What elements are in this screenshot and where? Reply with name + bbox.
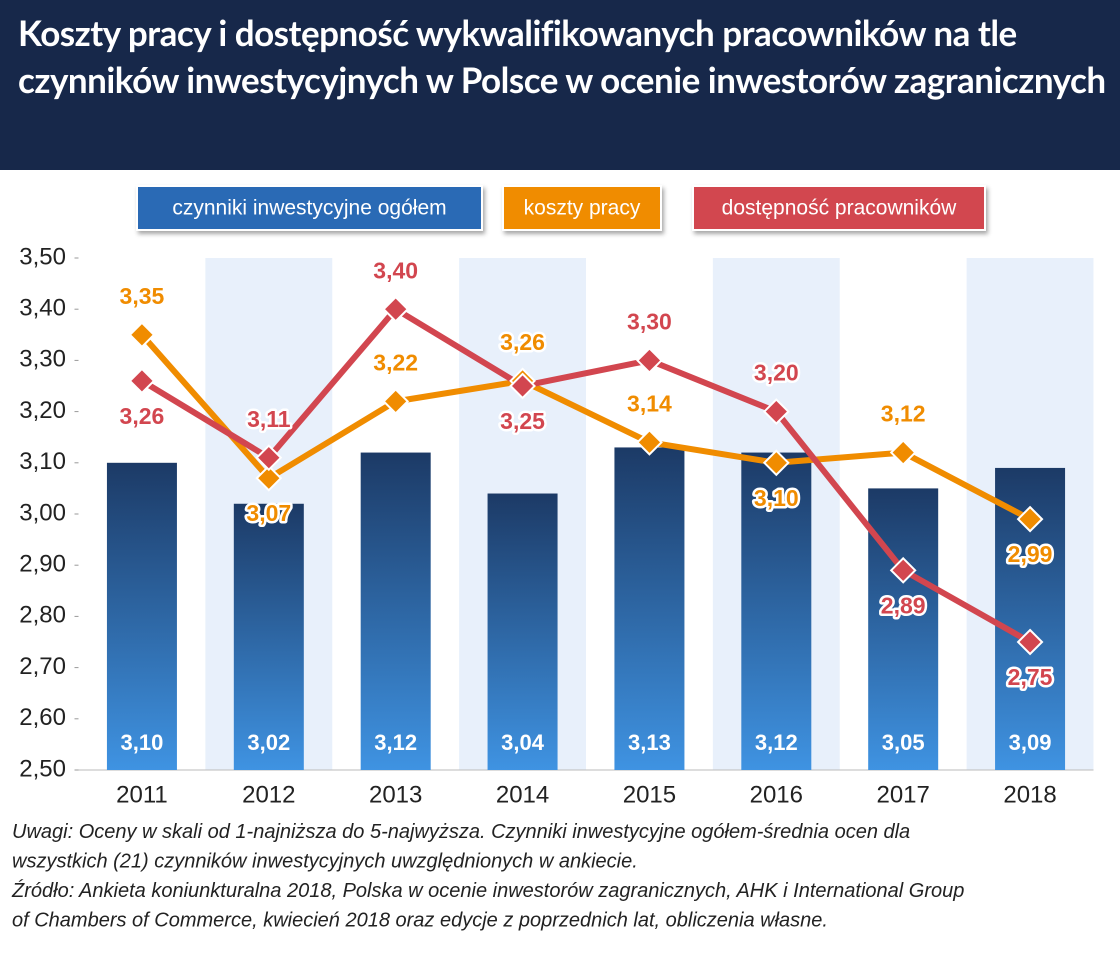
marker (636, 346, 663, 374)
marker (255, 464, 283, 492)
marker (889, 556, 917, 584)
data-label: 3,12 (881, 401, 926, 427)
x-tick-label: 2016 (750, 781, 803, 808)
chart-title: Koszty pracy i dostępność wykwalifikowan… (18, 12, 1106, 101)
bar-label: 3,12 (374, 730, 417, 755)
x-tick-label: 2012 (242, 781, 295, 808)
bar-label: 3,13 (628, 730, 671, 755)
data-label: 3,07 (246, 500, 291, 526)
x-tick-label: 2013 (369, 781, 422, 808)
marker (636, 428, 663, 456)
note: wszystkich (21) czynników inwestycyjnych… (12, 851, 638, 873)
bar (487, 493, 558, 770)
header: Koszty pracy i dostępność wykwalifikowan… (0, 0, 1120, 170)
y-tick-label: 2,60 (19, 704, 66, 731)
x-tick-label: 2011 (116, 781, 168, 808)
data-label: 3,22 (373, 349, 418, 375)
legend-box (692, 185, 986, 231)
bar-label: 3,10 (121, 730, 164, 755)
data-label: 3,26 (500, 329, 545, 355)
data-label: 3,35 (120, 283, 165, 309)
marker (889, 439, 917, 466)
bar (868, 488, 939, 770)
y-tick-label: 2,50 (19, 755, 66, 782)
x-tick-label: 2018 (1003, 781, 1056, 808)
bar (741, 452, 812, 770)
y-tick-label: 3,40 (19, 295, 66, 322)
x-tick-label: 2015 (623, 781, 676, 808)
note: of Chambers of Commerce, kwiecień 2018 o… (12, 910, 828, 932)
data-label: 3,11 (247, 406, 291, 432)
y-tick-label: 3,30 (19, 346, 66, 373)
line (140, 306, 1032, 645)
bar-label: 3,02 (247, 730, 290, 755)
marker (382, 295, 410, 323)
legend-box (502, 185, 662, 231)
y-tick-label: 3,50 (19, 243, 66, 270)
marker (255, 444, 283, 472)
marker (762, 449, 790, 477)
y-tick-label: 3,10 (19, 448, 66, 475)
bar (106, 462, 177, 770)
bar-label: 3,04 (501, 730, 545, 755)
data-label: 3,30 (627, 308, 672, 334)
bar-label: 3,12 (755, 730, 798, 755)
x-tick-label: 2017 (876, 781, 929, 808)
y-tick-label: 2,80 (19, 602, 66, 629)
data-label: 3,26 (120, 403, 165, 429)
legend-label: koszty pracy (524, 197, 641, 220)
marker (1016, 628, 1044, 656)
note: Uwagi: Oceny w skali od 1-najniższa do 5… (12, 821, 910, 843)
data-label: 3,40 (373, 257, 418, 283)
data-label: 3,10 (754, 485, 799, 511)
marker (128, 367, 156, 395)
bar-label: 3,09 (1009, 730, 1052, 755)
y-tick-label: 2,70 (19, 653, 66, 680)
x-tick-label: 2014 (496, 781, 549, 808)
legend-label: dostępność pracowników (722, 197, 957, 220)
marker (382, 387, 410, 415)
marker (128, 321, 156, 349)
marker (762, 398, 790, 426)
data-label: 2,89 (881, 592, 926, 618)
data-label: 3,20 (754, 360, 799, 386)
data-label: 2,99 (1008, 541, 1053, 567)
marker (1016, 505, 1044, 533)
data-label: 3,25 (500, 408, 545, 434)
data-label: 3,14 (627, 390, 672, 416)
legend-box (136, 185, 483, 231)
legend-label: czynniki inwestycyjne ogółem (172, 197, 446, 220)
y-tick-label: 3,20 (19, 397, 66, 424)
marker (509, 372, 536, 400)
bar (360, 452, 431, 770)
line (139, 332, 1032, 522)
y-tick-label: 2,90 (19, 551, 66, 578)
bar (233, 503, 304, 770)
note: Źródło: Ankieta koniunkturalna 2018, Pol… (11, 879, 964, 902)
bar-label: 3,05 (882, 730, 925, 755)
y-tick-label: 3,00 (19, 499, 66, 526)
data-label: 2,75 (1008, 664, 1053, 690)
bar (614, 447, 685, 770)
